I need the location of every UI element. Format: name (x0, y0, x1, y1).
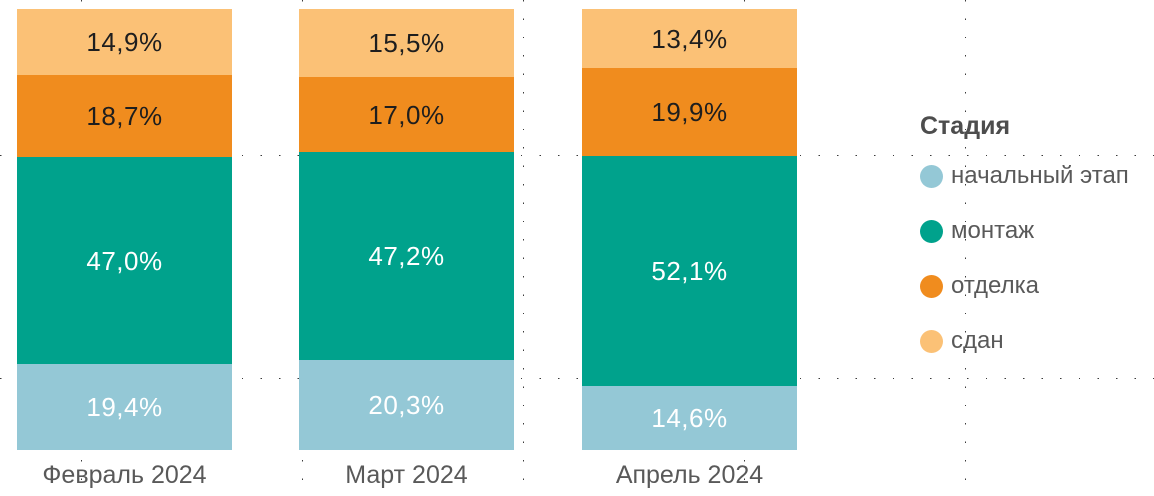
bar-segment-label: 47,2% (368, 241, 445, 272)
legend-item[interactable]: монтаж (920, 219, 1129, 243)
bar-segment[interactable]: 14,6% (582, 385, 797, 450)
grid-vline (523, 0, 525, 496)
legend-item[interactable]: сдан (920, 329, 1129, 353)
bar-segment[interactable]: 14,9% (17, 9, 232, 75)
bar-segment-label: 14,9% (86, 26, 163, 57)
legend-item-label: отделка (951, 272, 1039, 299)
legend-item[interactable]: отделка (920, 274, 1129, 298)
bar-segment-label: 52,1% (651, 255, 728, 286)
bar-segment[interactable]: 18,7% (17, 74, 232, 158)
legend-swatch-icon (920, 274, 943, 298)
bar-column: 13,4% 19,9% 52,1% 14,6% (582, 9, 797, 450)
bar-segment-label: 20,3% (368, 390, 445, 421)
bar-segment[interactable]: 17,0% (299, 77, 514, 153)
x-axis-label: Апрель 2024 (615, 461, 764, 489)
bar-segment[interactable]: 47,2% (299, 152, 514, 361)
x-axis-label: Февраль 2024 (42, 461, 207, 489)
legend-swatch-icon (920, 164, 943, 188)
bar-segment[interactable]: 13,4% (582, 9, 797, 69)
bar-segment[interactable]: 20,3% (299, 360, 514, 450)
bar-segment[interactable]: 47,0% (17, 157, 232, 365)
legend-item-label: сдан (951, 327, 1004, 354)
legend-swatch-icon (920, 329, 943, 353)
bar-segment[interactable]: 19,9% (582, 68, 797, 156)
bar-segment-label: 15,5% (368, 28, 445, 59)
legend-item-label: монтаж (951, 217, 1035, 244)
bar-column: 15,5% 17,0% 47,2% 20,3% (299, 9, 514, 450)
bar-segment-label: 13,4% (651, 23, 728, 54)
bar-segment-label: 19,4% (86, 392, 163, 423)
legend-item-label: начальный этап (951, 162, 1129, 189)
legend: Стадия начальный этап монтаж отделка сдан (920, 112, 1129, 384)
bar-segment-label: 19,9% (651, 96, 728, 127)
bar-segment-label: 47,0% (86, 245, 163, 276)
legend-title: Стадия (920, 112, 1011, 140)
legend-item[interactable]: начальный этап (920, 164, 1129, 188)
bar-segment[interactable]: 15,5% (299, 9, 514, 78)
bar-segment[interactable]: 19,4% (17, 364, 232, 450)
legend-swatch-icon (920, 219, 943, 243)
legend-items: начальный этап монтаж отделка сдан (920, 164, 1129, 353)
grid-hline (0, 155, 1154, 157)
bar-segment-label: 17,0% (368, 99, 445, 130)
bar-column: 14,9% 18,7% 47,0% 19,4% (17, 9, 232, 450)
bar-segment[interactable]: 52,1% (582, 155, 797, 386)
bar-segment-label: 18,7% (86, 100, 163, 131)
grid-hline (0, 378, 1154, 380)
bar-segment-label: 14,6% (651, 402, 728, 433)
grid-vline (965, 0, 967, 496)
x-axis-label: Март 2024 (345, 461, 468, 489)
